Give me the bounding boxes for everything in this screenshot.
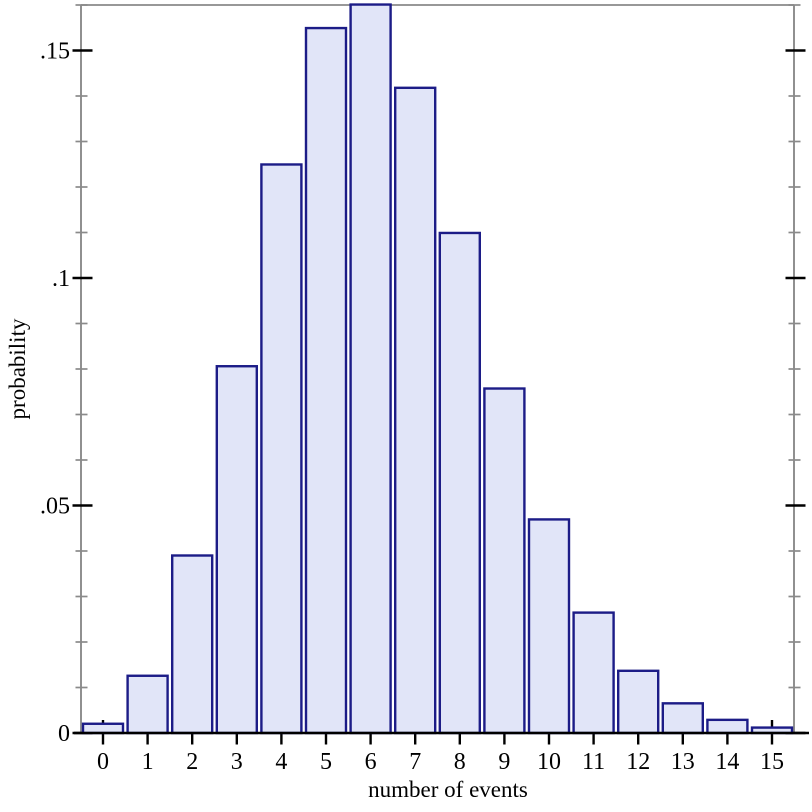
x-axis-title: number of events <box>368 777 528 802</box>
bar <box>706 718 749 735</box>
y-tick-label: .1 <box>52 266 70 292</box>
bars <box>81 3 794 735</box>
x-tick-label: 5 <box>320 749 332 775</box>
x-tick-label: 0 <box>97 749 109 775</box>
x-tick-label: 2 <box>186 749 198 775</box>
bar <box>438 231 481 735</box>
bar <box>304 26 348 735</box>
bar <box>394 86 437 735</box>
bar <box>215 365 259 735</box>
x-tick-label: 10 <box>537 749 561 775</box>
bar <box>527 518 571 735</box>
bar <box>572 611 615 735</box>
x-tick-label: 1 <box>142 749 154 775</box>
bar <box>617 669 660 735</box>
x-tick-label: 6 <box>365 749 377 775</box>
bar <box>260 163 303 735</box>
x-tick-label: 13 <box>671 749 695 775</box>
bar <box>661 702 704 735</box>
x-tick-label: 7 <box>409 749 421 775</box>
x-tick-label: 3 <box>231 749 243 775</box>
x-tick-label: 14 <box>715 749 739 775</box>
x-tick-label: 4 <box>275 749 287 775</box>
x-tick-label: 9 <box>498 749 510 775</box>
y-tick-label: 0 <box>58 721 70 747</box>
x-tick-label: 8 <box>454 749 466 775</box>
y-tick-label: .15 <box>40 39 70 65</box>
y-axis-title: probability <box>5 318 30 419</box>
bar <box>126 674 169 735</box>
y-tick-label: .05 <box>40 494 70 520</box>
bar <box>349 3 392 735</box>
x-tick-label: 15 <box>760 749 784 775</box>
x-tick-label: 12 <box>626 749 650 775</box>
bar <box>483 387 526 735</box>
bar <box>170 554 214 735</box>
tick-labels: 0.05.1.150 1 2 3 4 5 6 7 8 9 10 11 12 13 14 15 <box>40 39 784 776</box>
x-tick-label: 11 <box>582 749 605 775</box>
bar <box>81 722 125 735</box>
